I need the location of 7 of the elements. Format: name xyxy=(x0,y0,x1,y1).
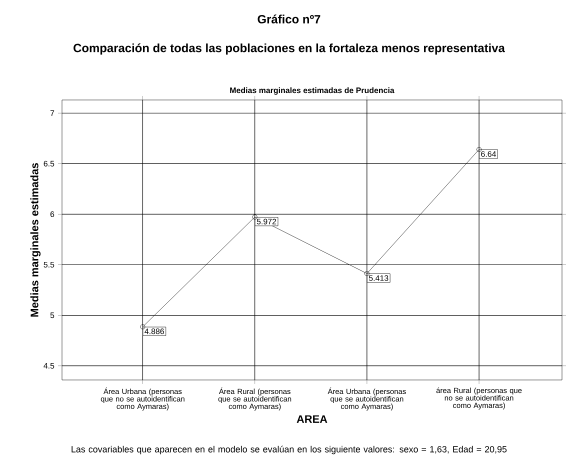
y-axis-title: Medias marginales estimadas xyxy=(30,163,41,317)
x-axis-title: AREA xyxy=(296,415,328,423)
chart-subtitle: Comparación de todas las poblaciones en la fortaleza menos representativa xyxy=(74,43,505,55)
chart-title: Gráfico nº7 xyxy=(258,14,320,24)
text: Las covariables que aparecen en el modelo se evalúan en los siguiente valores: sexo = 1,63, Edad = 20,95 xyxy=(72,446,507,454)
point xyxy=(252,214,258,220)
point xyxy=(364,271,370,276)
